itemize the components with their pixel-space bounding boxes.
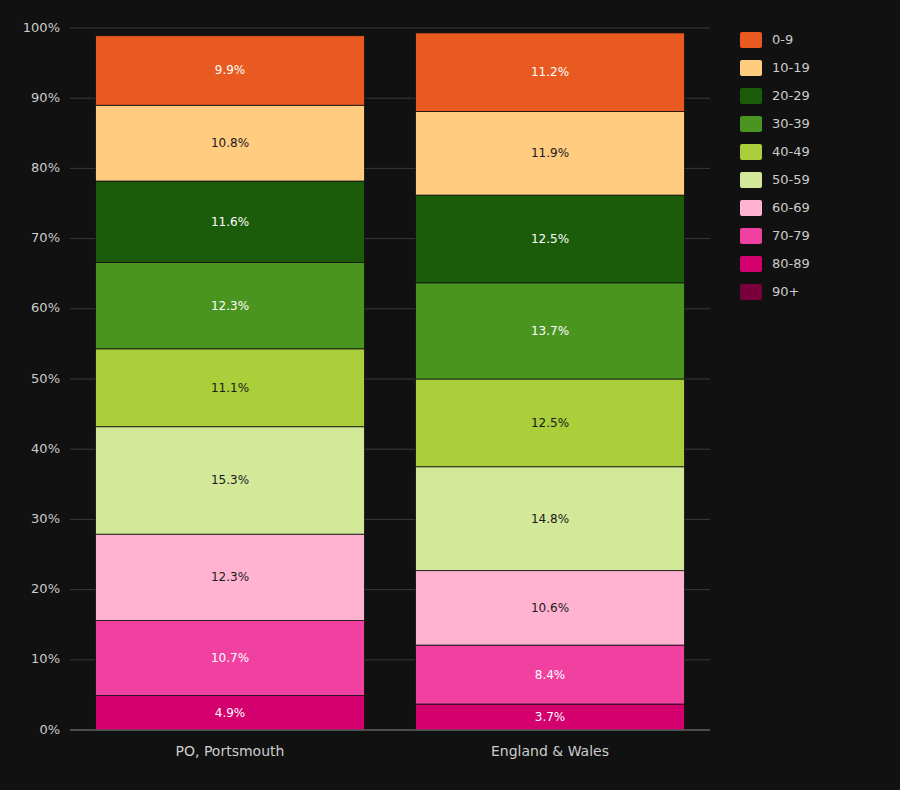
y-tick-label: 0% bbox=[39, 722, 60, 737]
x-tick-label: PO, Portsmouth bbox=[176, 743, 285, 759]
data-label: 11.1% bbox=[211, 381, 249, 395]
data-label: 12.3% bbox=[211, 299, 249, 313]
bar-segment bbox=[416, 195, 685, 283]
bar-segment bbox=[416, 33, 685, 112]
bar-segment bbox=[96, 181, 365, 262]
y-tick-label: 50% bbox=[31, 371, 60, 386]
bar-segment bbox=[416, 467, 685, 571]
bar-segment bbox=[416, 283, 685, 379]
data-label: 9.9% bbox=[215, 63, 246, 77]
legend-label: 40-49 bbox=[772, 144, 810, 159]
bars bbox=[96, 33, 685, 730]
y-tick-label: 100% bbox=[23, 20, 60, 35]
data-label: 10.7% bbox=[211, 651, 249, 665]
data-labels: 4.9% 3.7% 10.7% 8.4% 12.3% 10.6% 15.3% 14.8% 11.… bbox=[211, 63, 569, 724]
data-label: 14.8% bbox=[531, 512, 569, 526]
data-label: 10.8% bbox=[211, 136, 249, 150]
y-tick-label: 20% bbox=[31, 581, 60, 596]
data-label: 11.6% bbox=[211, 215, 249, 229]
bar-segment bbox=[416, 571, 685, 645]
bar-segment bbox=[96, 262, 365, 348]
legend-label: 70-79 bbox=[772, 228, 810, 243]
legend-label: 50-59 bbox=[772, 172, 810, 187]
grid-line bbox=[70, 28, 710, 29]
baseline bbox=[70, 730, 710, 731]
data-label: 13.7% bbox=[531, 324, 569, 338]
legend-swatch bbox=[740, 228, 762, 244]
data-label: 12.5% bbox=[531, 416, 569, 430]
legend-swatch bbox=[740, 200, 762, 216]
bar-segment bbox=[96, 534, 365, 620]
bar-segment bbox=[96, 349, 365, 427]
legend-swatch bbox=[740, 172, 762, 188]
y-tick-label: 60% bbox=[31, 300, 60, 315]
data-label: 12.3% bbox=[211, 570, 249, 584]
x-tick-label: England & Wales bbox=[491, 743, 609, 759]
data-label: 10.6% bbox=[531, 601, 569, 615]
data-label: 4.9% bbox=[215, 706, 246, 720]
grid-line bbox=[70, 730, 710, 731]
legend-label: 20-29 bbox=[772, 88, 810, 103]
data-label: 11.2% bbox=[531, 65, 569, 79]
bar-segment bbox=[96, 105, 365, 181]
y-tick-label: 70% bbox=[31, 230, 60, 245]
y-tick-label: 40% bbox=[31, 441, 60, 456]
legend-label: 10-19 bbox=[772, 60, 810, 75]
bar-segment bbox=[96, 620, 365, 695]
legend: 0-9 10-19 20-29 30-39 40-49 50-59 60-69 70-79 80… bbox=[740, 32, 810, 301]
bar-segment bbox=[416, 379, 685, 467]
data-label: 8.4% bbox=[535, 668, 566, 682]
legend-swatch bbox=[740, 88, 762, 104]
bar-segment bbox=[96, 696, 365, 730]
legend-swatch bbox=[740, 144, 762, 160]
bar-segment bbox=[96, 427, 365, 534]
bar-segment bbox=[416, 645, 685, 704]
legend-swatch bbox=[740, 284, 762, 300]
bar-segment bbox=[416, 112, 685, 196]
data-label: 15.3% bbox=[211, 473, 249, 487]
data-label: 12.5% bbox=[531, 232, 569, 246]
legend-swatch bbox=[740, 32, 762, 48]
legend-swatch bbox=[740, 256, 762, 272]
bar-segment bbox=[96, 36, 365, 105]
legend-label: 0-9 bbox=[772, 32, 793, 47]
chart: 0% 10% 20% 30% 40% 50% 60% 70% 80% 90% 100% 4.9% 3.7… bbox=[0, 0, 900, 790]
legend-swatch bbox=[740, 116, 762, 132]
legend-label: 30-39 bbox=[772, 116, 810, 131]
legend-label: 60-69 bbox=[772, 200, 810, 215]
data-label: 11.9% bbox=[531, 146, 569, 160]
y-tick-label: 30% bbox=[31, 511, 60, 526]
grid bbox=[70, 28, 710, 730]
y-tick-label: 10% bbox=[31, 651, 60, 666]
legend-swatch bbox=[740, 60, 762, 76]
data-label: 3.7% bbox=[535, 710, 566, 724]
y-tick-label: 90% bbox=[31, 90, 60, 105]
bar-segment bbox=[416, 704, 685, 730]
y-tick-label: 80% bbox=[31, 160, 60, 175]
legend-label: 90+ bbox=[772, 284, 799, 299]
legend-label: 80-89 bbox=[772, 256, 810, 271]
